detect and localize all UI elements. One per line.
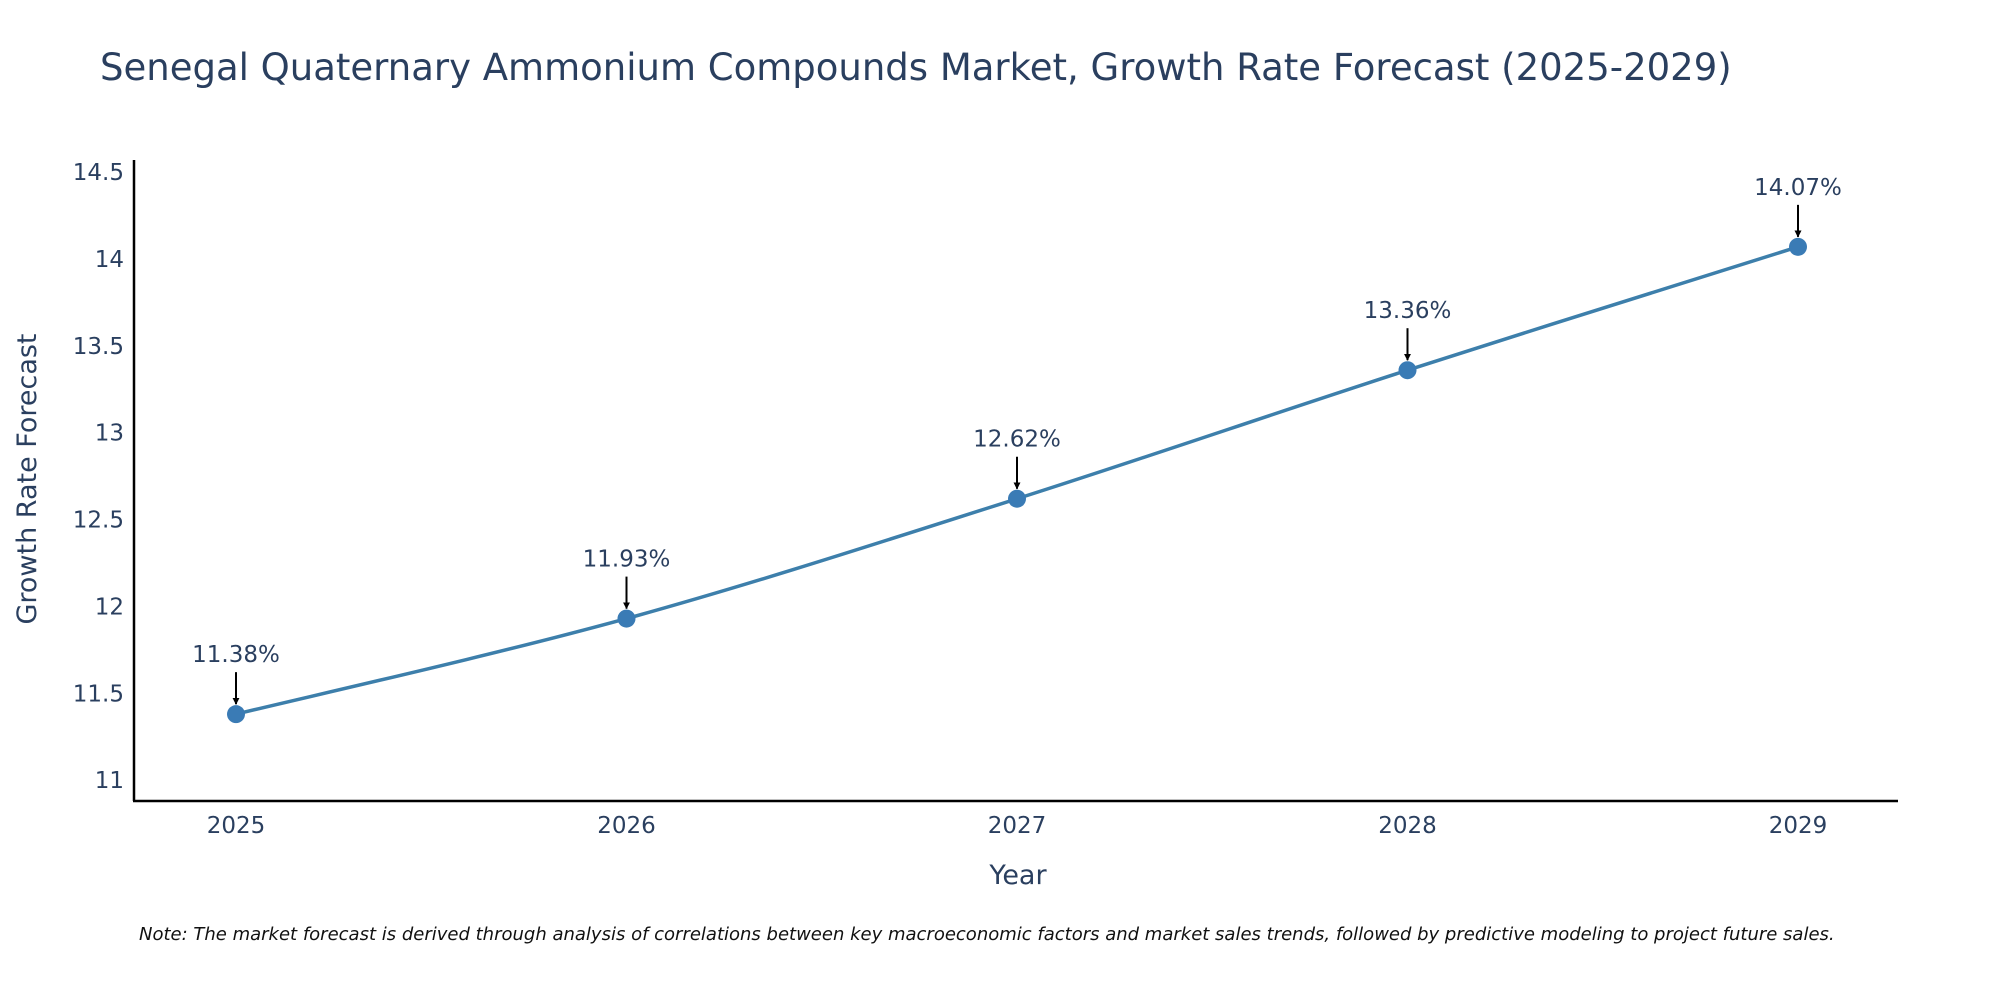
data-label: 12.62%: [973, 427, 1061, 453]
data-label: 14.07%: [1754, 175, 1842, 201]
data-label: 11.93%: [583, 547, 671, 573]
data-point: [617, 609, 636, 628]
data-point: [227, 705, 245, 724]
y-tick-label: 13: [95, 421, 124, 447]
y-tick-label: 14.5: [73, 160, 124, 186]
y-tick-label: 11.5: [73, 681, 124, 707]
data-point: [1008, 489, 1026, 508]
y-tick-label: 12.5: [73, 508, 124, 534]
data-label: 11.38%: [192, 642, 280, 668]
x-axis-ticks: 2025 2026 2027 2028 2029: [207, 813, 1828, 839]
x-tick-label: 2025: [207, 813, 266, 839]
x-tick-label: 2026: [597, 813, 656, 839]
chart-title: Senegal Quaternary Ammonium Compounds Ma…: [100, 46, 1732, 89]
data-label: 13.36%: [1364, 298, 1452, 324]
footnote: Note: The market forecast is derived thr…: [139, 924, 1835, 945]
data-point: [1398, 361, 1417, 380]
x-axis-title: Year: [988, 860, 1047, 891]
x-tick-label: 2028: [1378, 813, 1437, 839]
y-tick-label: 14: [95, 247, 124, 273]
x-tick-label: 2027: [988, 813, 1047, 839]
y-axis-title: Growth Rate Forecast: [12, 333, 43, 624]
y-tick-label: 13.5: [73, 334, 124, 360]
data-point: [1789, 237, 1807, 256]
y-axis-ticks: 11 11.5 12 12.5 13 13.5 14 14.5: [73, 160, 124, 794]
x-tick-label: 2029: [1769, 813, 1828, 839]
data-annotations: 11.38% 11.93% 12.62% 13.36% 14.07%: [192, 175, 1842, 705]
series-markers: [227, 237, 1807, 724]
y-tick-label: 11: [95, 768, 124, 794]
y-tick-label: 12: [95, 594, 124, 620]
